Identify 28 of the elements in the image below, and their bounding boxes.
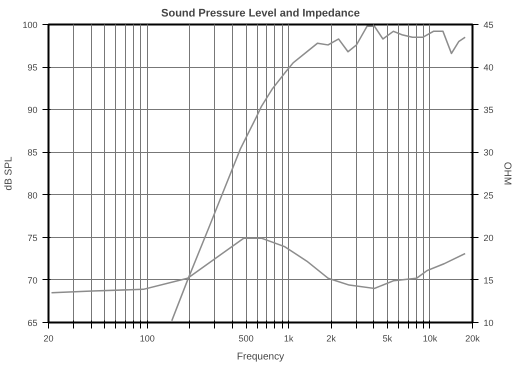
x-tick-label: 20k [465, 334, 480, 344]
y-tick-label: 65 [27, 318, 38, 328]
x-axis-title: Frequency [236, 352, 284, 362]
y2-tick-label: 10 [484, 318, 494, 328]
y2-tick-label: 20 [484, 232, 494, 243]
x-tick-label: 2k [326, 334, 336, 344]
y-tick-label: 85 [27, 148, 38, 158]
y-tick-label: 95 [27, 62, 38, 73]
y-tick-label: 75 [27, 232, 38, 243]
y-tick-label: 90 [27, 105, 38, 116]
y2-tick-label: 30 [484, 148, 494, 158]
y2-tick-label: 25 [484, 190, 494, 200]
chart-title: Sound Pressure Level and Impedance [161, 8, 360, 20]
y-tick-label: 80 [27, 190, 38, 200]
x-tick-label: 500 [238, 334, 254, 344]
y2-tick-label: 40 [484, 62, 494, 73]
y-axis-title: dB SPL [3, 156, 14, 190]
x-tick-label: 5k [382, 334, 393, 344]
x-tick-label: 10k [422, 334, 438, 344]
y2-tick-label: 35 [484, 105, 494, 116]
y-tick-label: 70 [27, 275, 38, 286]
y2-tick-label: 45 [484, 20, 494, 30]
y-tick-label: 100 [22, 20, 38, 30]
x-tick-label: 20 [43, 334, 54, 344]
x-tick-label: 100 [140, 334, 155, 344]
y2-axis-title: OHM [502, 162, 513, 186]
y2-tick-label: 15 [484, 275, 494, 286]
x-tick-label: 1k [284, 334, 294, 344]
